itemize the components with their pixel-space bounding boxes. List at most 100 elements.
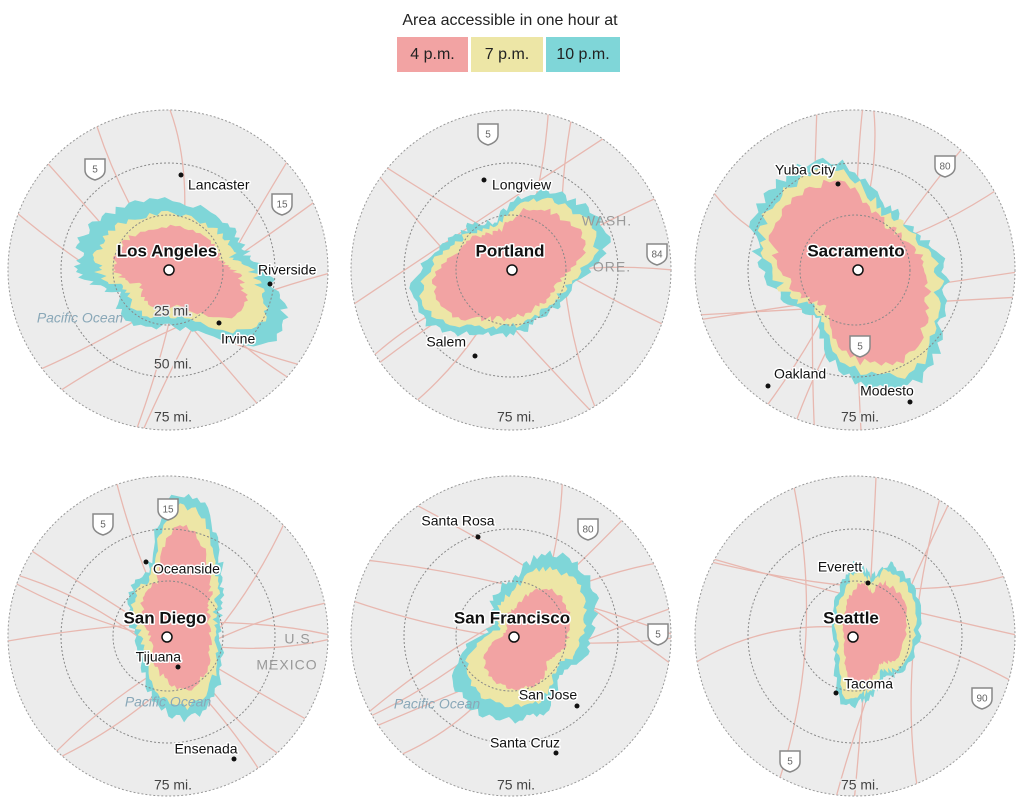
highway-shield (971, 687, 993, 710)
region-label: U.S. (284, 631, 315, 647)
isochrone (140, 524, 213, 691)
legend-label: 7 p.m. (485, 46, 529, 63)
place-label: Longview (492, 177, 552, 193)
isochrone (841, 580, 907, 687)
distance-ring (112, 580, 224, 692)
highway-shield (647, 623, 669, 646)
region-label: ORE. (593, 259, 631, 275)
place-dot (765, 383, 771, 389)
place-label: Riverside (258, 262, 317, 278)
place-label: Santa Rosa (421, 513, 494, 529)
place-label: Santa Cruz (490, 735, 560, 751)
highway-shield (84, 158, 106, 181)
city-name: San Francisco (454, 608, 570, 627)
legend-swatch (471, 37, 543, 72)
highway-number: 80 (582, 525, 594, 536)
map-content (695, 110, 1015, 430)
map: 5 84 WASH. ORE. 75 mi. Longview Salem Portland (350, 109, 672, 431)
highway-shield (157, 498, 179, 521)
water-label: Pacific Ocean (394, 696, 481, 712)
maps: 5 15 Pacific Ocean 25 mi. 50 mi. 75 mi. Lancas… (7, 109, 1016, 797)
highway-shield (934, 155, 956, 178)
place-label: Everett (818, 559, 862, 575)
place-label: Salem (426, 334, 466, 350)
highway-number: 5 (857, 342, 863, 353)
highway-number: 5 (485, 130, 491, 141)
highway-number: 90 (976, 694, 988, 705)
place-label: San Jose (519, 687, 578, 703)
legend-label: 10 p.m. (556, 46, 609, 63)
map-content (351, 476, 671, 759)
highway-shield (271, 193, 293, 216)
water-label: Pacific Ocean (125, 694, 212, 710)
map: 90 5 75 mi. Everett Tacoma Seattle (694, 475, 1016, 797)
city-name: Los Angeles (117, 241, 217, 260)
place-label: Ensenada (174, 741, 237, 757)
map: 5 15 Pacific Ocean 25 mi. 50 mi. 75 mi. Lancas… (7, 109, 329, 431)
map: 5 15 Pacific Ocean U.S. MEXICO 75 mi. Oceansid… (7, 475, 329, 797)
place-dot (833, 690, 839, 696)
city-center (506, 264, 518, 276)
city-name: Sacramento (807, 241, 904, 260)
highway-shield (779, 750, 801, 773)
place-dot (472, 353, 478, 359)
highway-number: 84 (651, 250, 663, 261)
highway-number: 5 (100, 520, 106, 531)
place-dot (574, 703, 580, 709)
map: 80 5 75 mi. Yuba City Oakland Modesto Sacramen… (694, 109, 1016, 431)
place-label: Oakland (774, 366, 826, 382)
distance-ring (60, 528, 276, 744)
ring-label: 75 mi. (497, 409, 535, 425)
place-dot (481, 177, 487, 183)
place-label: Modesto (860, 383, 914, 399)
place-dot (865, 580, 871, 586)
distance-ring (455, 214, 567, 326)
ring-label: 75 mi. (497, 777, 535, 793)
place-dot (907, 399, 913, 405)
map: 80 5 Pacific Ocean 75 mi. Santa Rosa San Jose… (350, 475, 672, 797)
highway-number: 15 (162, 505, 174, 516)
legend-title: Area accessible in one hour at (402, 12, 618, 29)
place-dot (178, 172, 184, 178)
isochrone (768, 179, 932, 366)
place-dot (553, 750, 559, 756)
highway-shield (849, 335, 871, 358)
legend-label: 4 p.m. (410, 46, 454, 63)
legend-swatch (397, 37, 468, 72)
legend: 4 p.m. 7 p.m. 10 p.m. (397, 37, 620, 72)
legend-swatch (546, 37, 620, 72)
distance-ring (747, 528, 963, 744)
highway-shield (646, 243, 668, 266)
distance-ring (403, 162, 619, 378)
highway-number: 5 (655, 630, 661, 641)
city-center (163, 264, 175, 276)
place-label: Tacoma (844, 676, 893, 692)
distance-ring (60, 162, 276, 378)
ring-label: 50 mi. (154, 356, 192, 372)
city-center (852, 264, 864, 276)
place-dot (216, 320, 222, 326)
isochrone (112, 224, 248, 319)
water-label: Pacific Ocean (37, 310, 124, 326)
place-dot (267, 281, 273, 287)
ring-label: 75 mi. (841, 409, 879, 425)
ring-label: 75 mi. (841, 777, 879, 793)
place-dot (835, 181, 841, 187)
map-content (695, 476, 1015, 796)
place-label: Irvine (221, 331, 255, 347)
highway-shield (92, 513, 114, 536)
city-name: San Diego (123, 608, 206, 627)
distance-ring (799, 580, 911, 692)
ring-label: 75 mi. (154, 777, 192, 793)
city-center (847, 631, 859, 643)
city-name: Seattle (823, 608, 879, 627)
highway-number: 80 (939, 162, 951, 173)
road (776, 477, 808, 788)
ring-label: 25 mi. (154, 303, 192, 319)
map-content (351, 110, 671, 418)
distance-ring (747, 162, 963, 378)
highway-number: 5 (92, 165, 98, 176)
place-label: Lancaster (188, 177, 250, 193)
place-dot (231, 756, 237, 762)
